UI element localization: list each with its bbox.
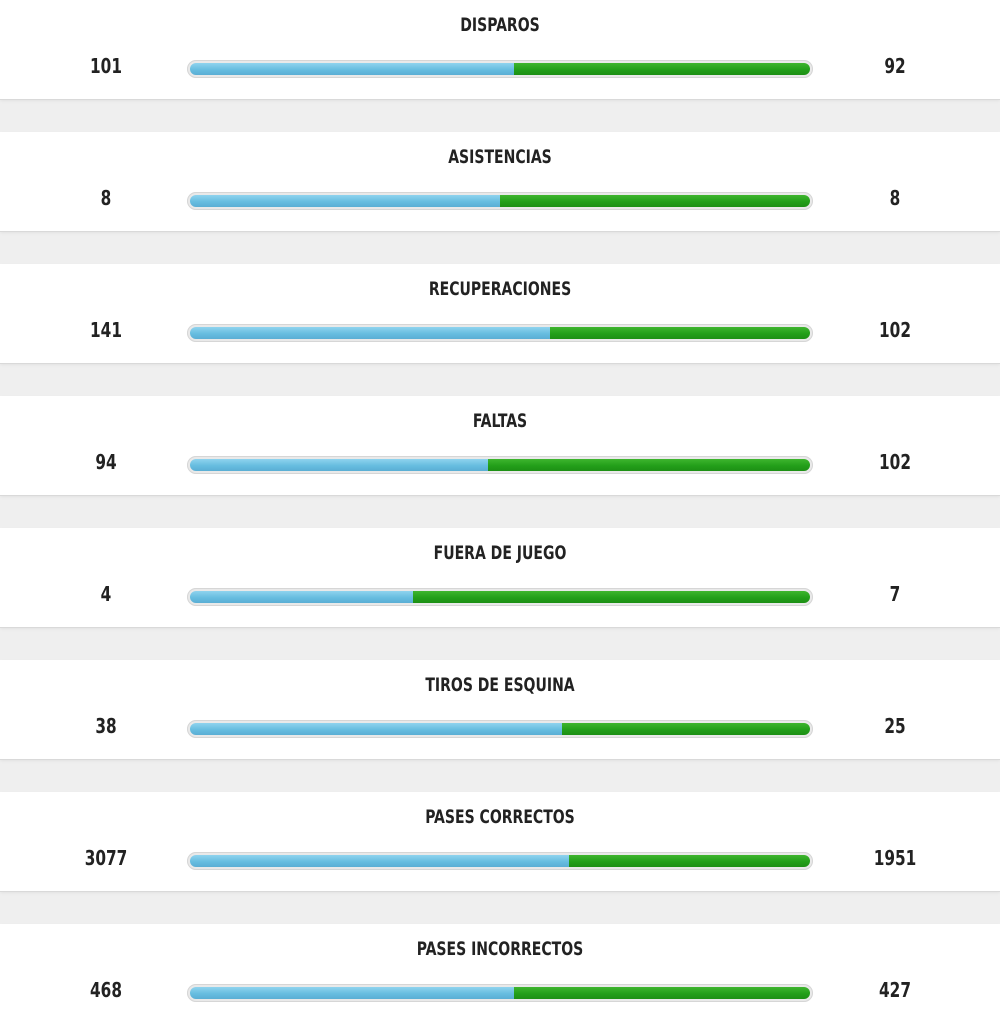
stat-row-corners: TIROS DE ESQUINA 38 25: [0, 660, 1000, 759]
home-value: 468: [90, 978, 122, 1002]
home-value: 38: [95, 714, 117, 738]
home-value: 141: [90, 318, 122, 342]
stat-label: RECUPERACIONES: [428, 278, 572, 300]
home-bar-fill: [190, 855, 570, 867]
home-value: 8: [100, 186, 112, 210]
stat-row-correct-passes: PASES CORRECTOS 3077 1951: [0, 792, 1000, 891]
away-bar-fill: [569, 855, 810, 867]
stat-label: FALTAS: [472, 410, 528, 432]
stat-row-recoveries: RECUPERACIONES 141 102: [0, 264, 1000, 363]
home-bar-fill: [190, 327, 550, 339]
stat-row-incorrect-passes: PASES INCORRECTOS 468 427: [0, 924, 1000, 1018]
comparison-bar: [187, 588, 813, 606]
stat-label: FUERA DE JUEGO: [433, 542, 567, 564]
away-bar-fill: [500, 195, 810, 207]
comparison-bar: [187, 324, 813, 342]
home-value: 101: [90, 54, 122, 78]
away-value: 1951: [873, 846, 917, 870]
comparison-bar: [187, 192, 813, 210]
home-value: 3077: [84, 846, 128, 870]
comparison-bar: [187, 984, 813, 1002]
home-value: 94: [95, 450, 117, 474]
away-value: 92: [884, 54, 906, 78]
stat-label: TIROS DE ESQUINA: [425, 674, 575, 696]
home-bar-fill: [190, 195, 500, 207]
stat-label: PASES INCORRECTOS: [416, 938, 584, 960]
stat-row-fouls: FALTAS 94 102: [0, 396, 1000, 495]
stat-label: ASISTENCIAS: [448, 146, 552, 168]
home-bar-fill: [190, 63, 515, 75]
home-bar-fill: [190, 987, 515, 999]
stat-row-assists: ASISTENCIAS 8 8: [0, 132, 1000, 231]
away-value: 102: [879, 450, 911, 474]
away-value: 7: [889, 582, 901, 606]
comparison-bar: [187, 456, 813, 474]
comparison-bar: [187, 60, 813, 78]
home-bar-fill: [190, 591, 414, 603]
away-bar-fill: [549, 327, 810, 339]
comparison-bar: [187, 852, 813, 870]
away-value: 427: [879, 978, 911, 1002]
away-bar-fill: [487, 459, 810, 471]
away-value: 8: [889, 186, 901, 210]
stat-row-shots: DISPAROS 101 92: [0, 0, 1000, 99]
away-bar-fill: [514, 987, 810, 999]
away-value: 102: [879, 318, 911, 342]
comparison-bar: [187, 720, 813, 738]
home-bar-fill: [190, 723, 562, 735]
away-bar-fill: [514, 63, 810, 75]
away-bar-fill: [562, 723, 810, 735]
stat-label: PASES CORRECTOS: [425, 806, 575, 828]
away-bar-fill: [413, 591, 810, 603]
away-value: 25: [884, 714, 906, 738]
home-value: 4: [100, 582, 112, 606]
home-bar-fill: [190, 459, 488, 471]
stat-label: DISPAROS: [460, 14, 540, 36]
stat-row-offsides: FUERA DE JUEGO 4 7: [0, 528, 1000, 627]
